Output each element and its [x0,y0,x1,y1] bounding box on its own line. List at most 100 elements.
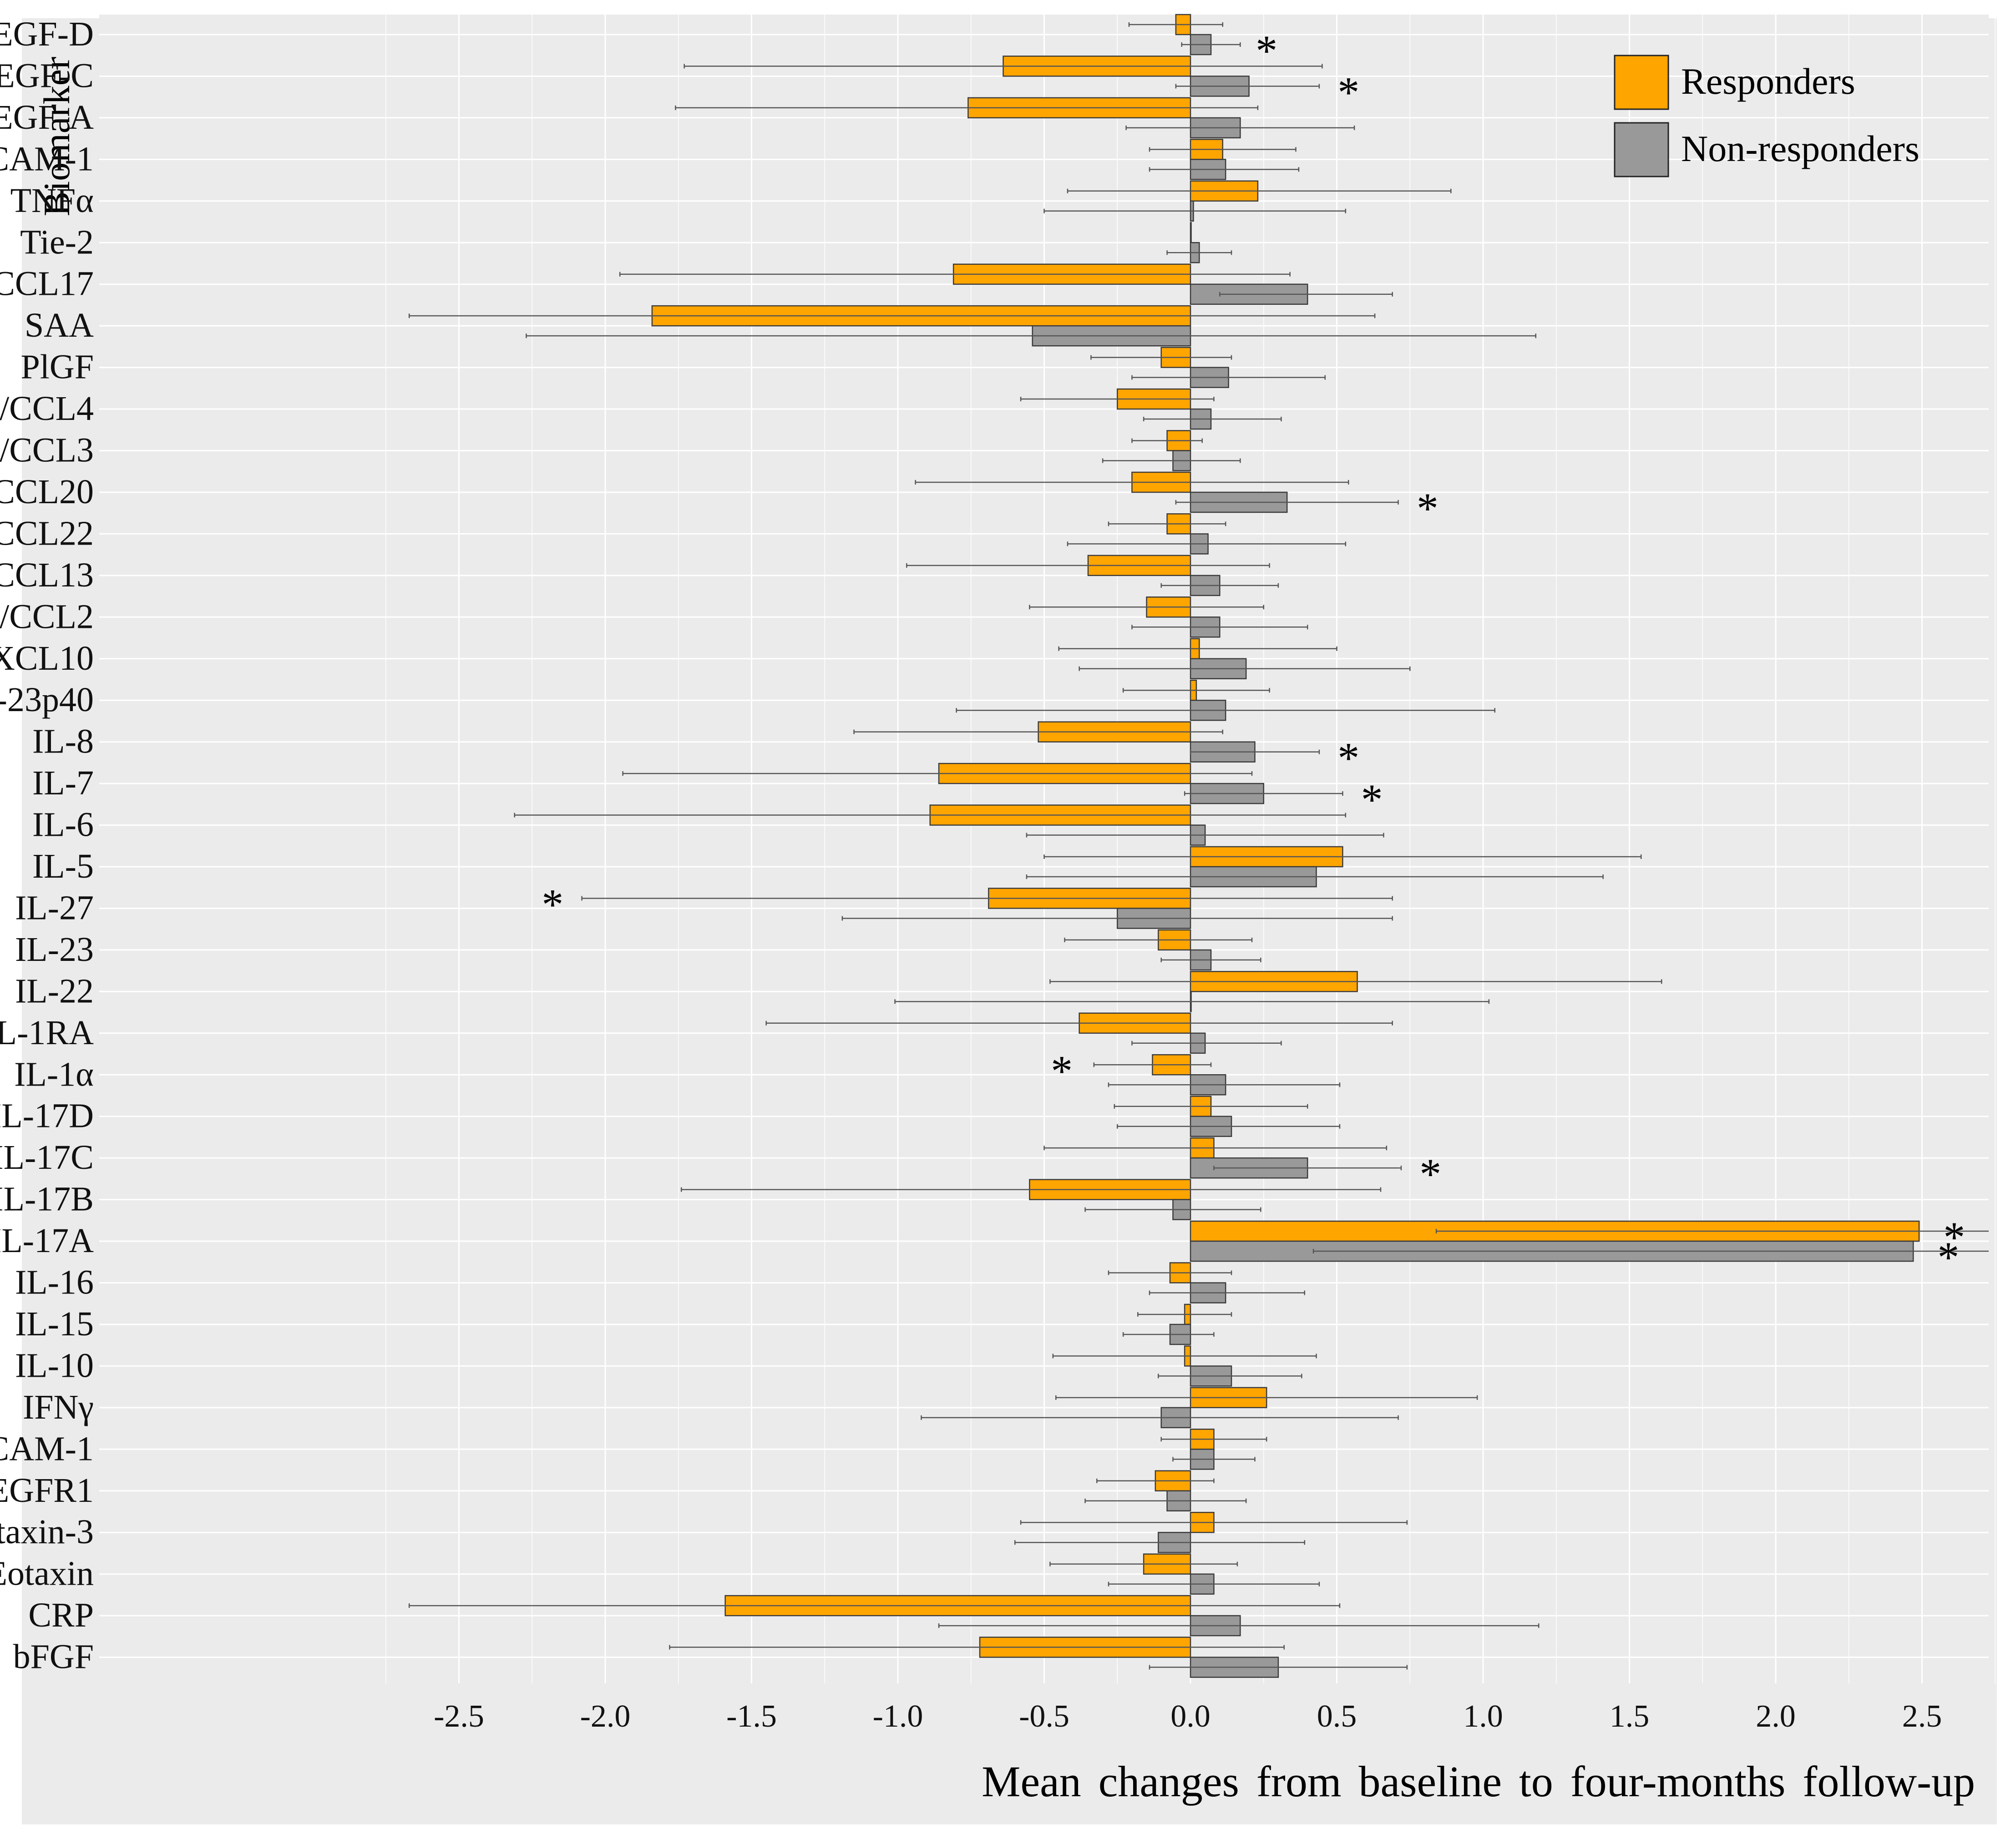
errorbar-responders [619,272,1291,277]
category-label: bFGF [13,1638,94,1676]
errorbar-responders [684,64,1323,69]
errorbar-responders [1137,1312,1232,1317]
errorbar-responders [622,771,1253,776]
errorbar-responders [1131,438,1203,443]
category-label: IFNγ [23,1388,94,1426]
category-label: IL-5 [32,847,94,885]
category-label: IL-23 [15,930,94,969]
errorbar-non-responders [1149,1665,1408,1670]
errorbar-responders [1049,1561,1238,1566]
category-label: IL-1RA [0,1014,94,1052]
category-label: VEGF-C [0,56,94,95]
legend-swatch-non-responders [1614,122,1669,177]
significance-marker: * [1361,775,1383,824]
errorbar-responders [1052,1354,1317,1359]
category-label: IL-17A [0,1222,94,1260]
errorbar-responders [1043,1146,1388,1151]
errorbar-non-responders [1213,1166,1402,1171]
errorbar-responders [1049,979,1662,984]
errorbar-responders [1108,1270,1232,1275]
category-label: IL-22 [15,972,94,1010]
errorbar-responders [581,896,1393,901]
significance-marker: * [1419,1150,1441,1198]
significance-marker: * [1051,1046,1073,1095]
category-label: IL-12/IL-23p40 [0,681,94,719]
category-label: CRP [28,1596,94,1634]
errorbar-non-responders [1158,1374,1302,1379]
category-label: IL-6 [32,806,94,844]
errorbar-non-responders [1067,541,1347,546]
errorbar-responders [1128,22,1223,27]
category-label: TARC/CCL17 [0,265,94,303]
x-tick-label: 0.5 [1317,1699,1357,1734]
x-tick-label: 1.5 [1610,1699,1650,1734]
category-label: IL-15 [15,1305,94,1343]
errorbar-non-responders [1149,167,1300,172]
x-tick-label: -1.0 [873,1699,923,1734]
errorbar-non-responders [1084,1207,1261,1212]
category-label: MCP-4/CCL13 [0,556,94,594]
errorbar-non-responders [894,999,1490,1004]
errorbar-responders [853,729,1223,734]
errorbar-non-responders [1175,84,1320,89]
category-label: TNFα [10,182,94,220]
errorbar-responders [1020,397,1215,402]
errorbar-responders [1160,1437,1267,1442]
errorbar-non-responders [1181,42,1241,47]
errorbar-responders [1067,188,1452,193]
errorbar-non-responders [1026,833,1384,838]
errorbar-non-responders [1131,375,1326,380]
significance-marker: * [1337,734,1359,783]
errorbar-responders [1043,854,1642,859]
category-label: VCAM-1 [0,140,94,178]
category-label: Eotaxin [0,1555,94,1593]
category-label: IL-10 [15,1346,94,1384]
errorbar-responders [1055,1395,1478,1400]
errorbar-non-responders [1166,250,1232,255]
errorbar-responders [1096,1478,1215,1483]
errorbar-non-responders [526,333,1536,338]
errorbar-responders [765,1021,1393,1026]
errorbar-responders [1058,646,1337,651]
errorbar-non-responders [921,1415,1399,1420]
legend-label-non-responders: Non-responders [1681,128,1920,169]
errorbar-non-responders [1043,208,1347,213]
significance-marker: * [1256,26,1277,75]
significance-marker: * [1417,484,1439,533]
errorbar-responders [514,813,1347,818]
x-tick-label: 1.0 [1463,1699,1503,1734]
category-label: Eotaxin-3 [0,1513,94,1551]
category-label: IP-10/CXCL10 [0,639,94,677]
errorbar-non-responders [1172,1457,1256,1462]
errorbar-non-responders [1014,1540,1306,1545]
category-label: MIP-1α/CCL3 [0,431,94,470]
category-label: VEGF-D [0,15,94,53]
category-label: IL-17C [0,1138,94,1177]
errorbar-responders [1093,1062,1212,1067]
errorbar-non-responders [1108,1581,1320,1586]
errorbar-responders [675,105,1259,110]
errorbar-non-responders [1026,874,1604,879]
category-label: ICAM-1 [0,1430,94,1468]
errorbar-non-responders [1117,1124,1341,1129]
errorbar-non-responders [1143,417,1282,422]
errorbar-non-responders [1131,1041,1282,1046]
errorbar-responders [906,563,1270,568]
errorbar-responders [1114,1104,1308,1109]
errorbar-non-responders [1190,749,1320,754]
x-tick-label: 2.5 [1902,1699,1942,1734]
category-label: IL-27 [15,889,94,927]
errorbar-responders [1029,605,1264,610]
errorbar-non-responders [1125,125,1355,130]
errorbar-responders [680,1187,1382,1192]
category-label: MDC/CCL22 [0,514,94,552]
legend-swatch-responders [1614,55,1669,110]
errorbar-non-responders [1079,666,1411,671]
errorbar-responders [1090,355,1232,360]
errorbar-responders [408,1603,1341,1608]
significance-marker: * [1337,68,1359,116]
errorbar-non-responders [1131,625,1308,630]
category-label: IL-17B [0,1180,94,1218]
